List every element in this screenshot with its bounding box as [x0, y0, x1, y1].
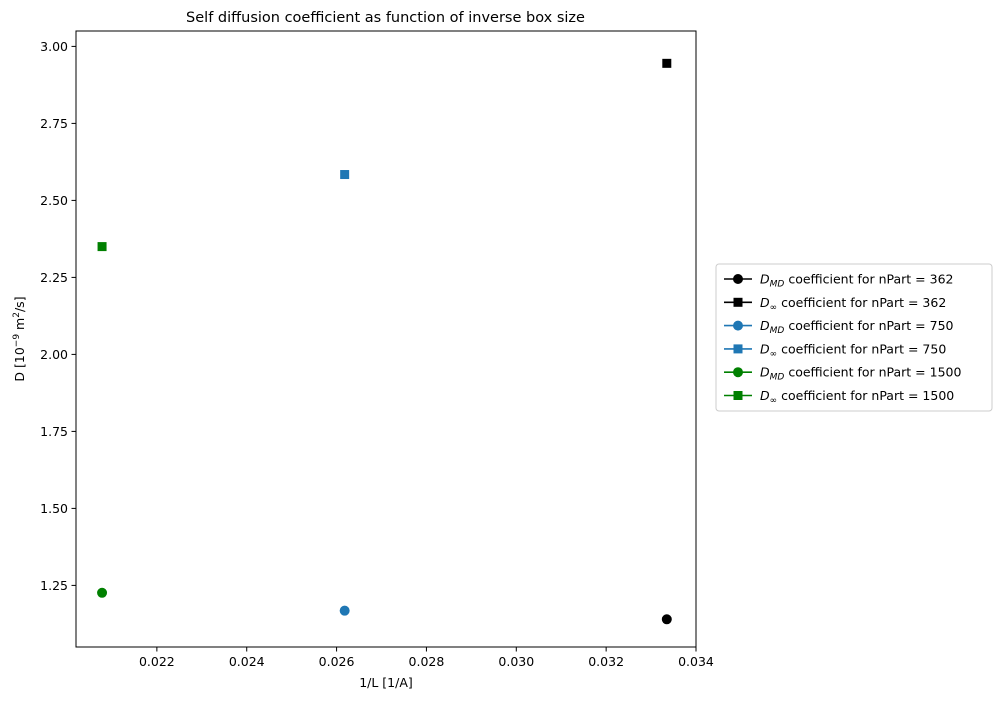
x-tick-label: 0.030 — [498, 654, 534, 669]
y-tick-label: 2.50 — [40, 193, 68, 208]
y-axis-ticks: 1.25 1.50 1.75 2.00 2.25 2.50 2.75 3.00 — [40, 39, 76, 593]
legend-label: DMD coefficient for nPart = 750 — [760, 318, 954, 336]
plot-area-frame — [75, 30, 697, 648]
data-point-circle — [339, 605, 350, 616]
data-point-square — [662, 58, 672, 68]
legend-box — [715, 263, 993, 412]
y-tick-label: 2.25 — [40, 270, 68, 285]
y-tick-label: 1.75 — [40, 424, 68, 439]
legend-subscript: ∞ — [770, 303, 778, 313]
y-tick-label: 1.50 — [40, 501, 68, 516]
legend-text: coefficient for nPart = 362 — [777, 295, 946, 310]
y-tick-label: 3.00 — [40, 39, 68, 54]
legend-marker-square — [733, 344, 743, 354]
legend-marker-square — [733, 391, 743, 400]
legend-marker-circle — [733, 274, 743, 284]
x-axis-label: 1/L [1/A] — [359, 675, 413, 690]
y-tick-label: 1.25 — [40, 578, 68, 593]
x-tick-label: 0.032 — [588, 654, 624, 669]
legend-subscript: MD — [770, 280, 785, 290]
legend-label: D∞ coefficient for nPart = 750 — [760, 341, 946, 359]
data-point-square — [340, 170, 350, 180]
x-tick-label: 0.034 — [678, 654, 714, 669]
data-points — [97, 58, 672, 625]
legend-marker-circle — [733, 367, 743, 378]
y-tick-label: 2.00 — [40, 347, 68, 362]
legend-symbol: D — [760, 365, 770, 380]
y-axis-label-exponent: −9 — [12, 334, 22, 348]
legend-label: DMD coefficient for nPart = 1500 — [760, 365, 961, 383]
legend-text: coefficient for nPart = 750 — [777, 341, 946, 356]
legend-label: D∞ coefficient for nPart = 1500 — [760, 388, 954, 406]
legend-symbol: D — [760, 388, 770, 403]
legend-subscript: ∞ — [770, 349, 778, 359]
legend-symbol: D — [760, 272, 770, 287]
legend-subscript: ∞ — [770, 396, 778, 406]
legend-label: D∞ coefficient for nPart = 362 — [760, 295, 946, 313]
x-tick-label: 0.026 — [319, 654, 355, 669]
y-axis-label-prefix: D [10 — [12, 347, 27, 381]
legend-symbol: D — [760, 318, 770, 333]
x-tick-label: 0.028 — [409, 654, 445, 669]
legend-label: DMD coefficient for nPart = 362 — [760, 272, 953, 290]
y-axis-label-suffix: /s] — [12, 296, 27, 312]
y-axis-label-square: 2 — [12, 312, 22, 318]
legend-text: coefficient for nPart = 362 — [784, 272, 953, 287]
data-point-circle — [97, 587, 108, 598]
legend-text: coefficient for nPart = 1500 — [777, 388, 954, 403]
legend-subscript: MD — [770, 326, 785, 336]
legend-marker-square — [733, 297, 743, 307]
data-point-circle — [661, 614, 672, 625]
chart-title: Self diffusion coefficient as function o… — [186, 10, 585, 26]
legend-symbol: D — [760, 295, 770, 310]
y-axis-label: D [10−9 m2/s] — [12, 296, 27, 381]
x-tick-label: 0.024 — [229, 654, 265, 669]
y-axis-label-unit: m — [12, 318, 27, 334]
legend-subscript: MD — [770, 373, 785, 383]
data-point-square — [97, 242, 107, 252]
x-axis-ticks: 0.022 0.024 0.026 0.028 0.030 0.032 0.034 — [139, 647, 714, 669]
legend-symbol: D — [760, 341, 770, 356]
legend-marker-circle — [733, 320, 743, 331]
x-tick-label: 0.022 — [139, 654, 175, 669]
y-tick-label: 2.75 — [40, 116, 68, 131]
legend-text: coefficient for nPart = 1500 — [784, 365, 961, 380]
legend-text: coefficient for nPart = 750 — [784, 318, 953, 333]
